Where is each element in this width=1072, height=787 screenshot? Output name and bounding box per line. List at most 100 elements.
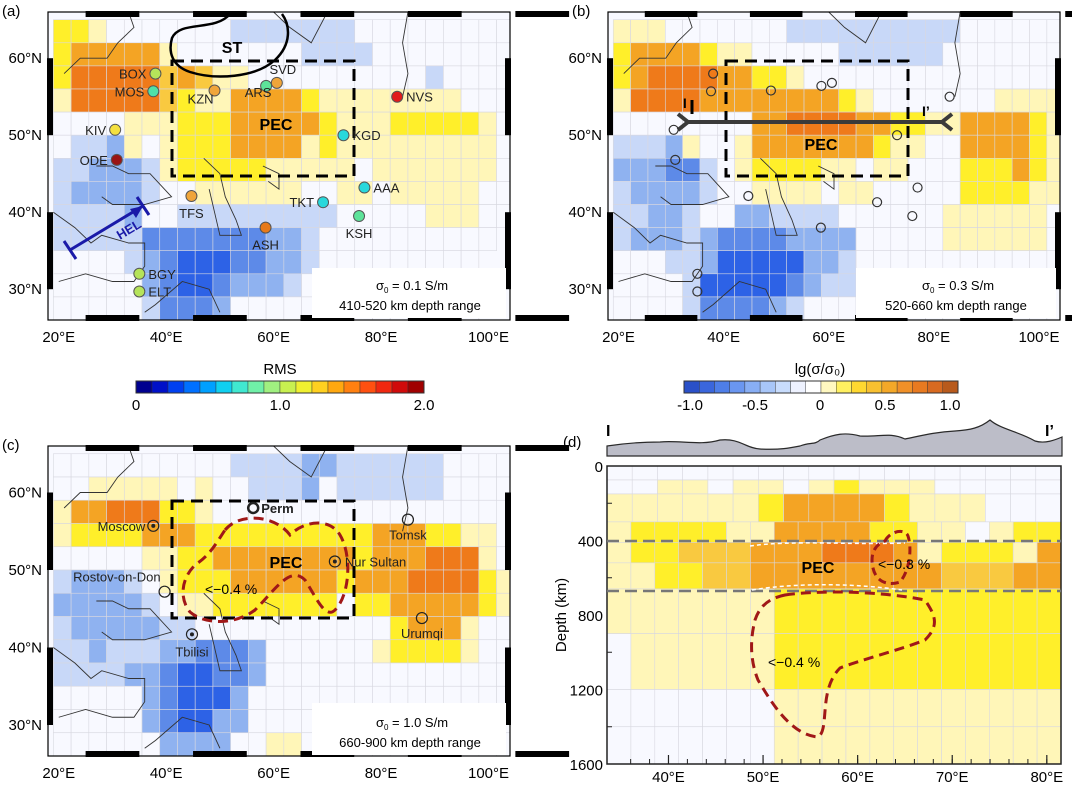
- section-cell: [1035, 466, 1061, 481]
- heatmap-cell: [53, 639, 72, 664]
- heatmap-cell: [53, 546, 72, 571]
- heatmap-cell: [123, 616, 143, 641]
- colorbar-swatch: [311, 380, 329, 394]
- heatmap-cell: [230, 639, 249, 664]
- heatmap-cell: [977, 158, 996, 182]
- depth-tick-label: 0: [595, 459, 603, 476]
- hel-end-tick-1: [62, 240, 78, 260]
- heatmap-cell: [977, 181, 996, 205]
- heatmap-cell: [717, 181, 735, 205]
- section-cell: [773, 542, 799, 564]
- heatmap-cell: [141, 158, 161, 182]
- heatmap-cell: [460, 204, 480, 228]
- coastline: [402, 12, 409, 97]
- heatmap-cell: [301, 546, 320, 571]
- heatmap-cell: [265, 523, 285, 548]
- heatmap-cell: [769, 273, 787, 298]
- frame-segment: [960, 11, 1013, 17]
- cities: Moscow Perm Tomsk Nur Sultan Rostov-on-Don Ur…: [73, 501, 443, 659]
- heatmap-cell: [1029, 111, 1048, 136]
- section-cell: [630, 521, 656, 543]
- heatmap-cell: [460, 134, 480, 159]
- heatmap-cell: [647, 204, 666, 228]
- city-label: Nur Sultan: [345, 554, 406, 569]
- heatmap-cell: [318, 639, 338, 664]
- section-cell: [678, 542, 703, 564]
- heatmap-cell: [425, 453, 444, 478]
- section-cell: [845, 521, 871, 543]
- section-cell: [893, 726, 918, 764]
- section-cell: [726, 633, 751, 690]
- frame-segment: [193, 315, 247, 321]
- heatmap-cell: [389, 227, 409, 252]
- heatmap-cell: [53, 569, 72, 594]
- colorbar-swatch: [231, 380, 249, 394]
- heatmap-cell: [318, 158, 338, 182]
- heatmap-cell: [265, 158, 285, 182]
- heatmap-cell: [88, 181, 107, 205]
- x-tick-label: 40°E: [707, 329, 740, 346]
- heatmap-cell: [389, 19, 409, 44]
- heatmap-cell: [283, 476, 302, 501]
- heatmap-cell: [803, 273, 822, 298]
- heatmap-cell: [786, 88, 805, 113]
- heatmap-cell: [786, 134, 805, 159]
- heatmap-cell: [460, 111, 480, 136]
- section-cell: [989, 562, 1014, 590]
- heatmap-cell: [265, 685, 285, 710]
- section-cell: [965, 726, 990, 764]
- heatmap-cell: [682, 42, 701, 67]
- heatmap-cell: [890, 181, 909, 205]
- heatmap-cell: [959, 19, 978, 44]
- city-marker: [401, 513, 415, 526]
- heatmap-cell: [630, 42, 649, 67]
- heatmap-cell: [425, 111, 444, 136]
- heatmap-cell: [425, 569, 444, 594]
- heatmap-cell: [88, 639, 107, 664]
- section-cell: [607, 562, 632, 590]
- heatmap-cell: [907, 227, 926, 252]
- heatmap-cell: [751, 319, 770, 320]
- map-frame: [47, 445, 511, 757]
- heatmap-cell: [855, 181, 874, 205]
- section-cell: [797, 588, 823, 634]
- pec-box-c: [170, 499, 356, 620]
- heatmap-cell: [994, 19, 1013, 44]
- section-cell: [726, 588, 751, 634]
- heatmap-cell: [230, 204, 249, 228]
- section-cell: [630, 633, 656, 690]
- station-marker: [149, 67, 162, 80]
- heatmap-cell: [994, 65, 1013, 90]
- heatmap-cell: [318, 227, 338, 252]
- section-cell: [682, 493, 709, 523]
- legend-box-a: [312, 268, 506, 318]
- section-cell: [989, 726, 1014, 764]
- y-tick-label: 60°N: [8, 50, 42, 67]
- station-marker-hollow: [944, 91, 955, 102]
- section-cell: [797, 689, 823, 728]
- heatmap-cell: [425, 662, 444, 687]
- section-cell: [682, 479, 709, 495]
- heatmap-cell: [53, 181, 72, 205]
- heatmap-cell: [786, 250, 805, 275]
- heatmap-cell: [425, 19, 444, 44]
- heatmap-cell: [682, 134, 701, 159]
- heatmap-cell: [647, 19, 666, 44]
- section-cell: [1012, 542, 1038, 564]
- heatmap-cell: [141, 476, 161, 501]
- heatmap-cell: [942, 42, 961, 67]
- colorbar-swatch: [295, 380, 313, 394]
- heatmap-cell: [407, 453, 426, 478]
- coastline: [96, 600, 173, 641]
- heatmap-cell: [443, 111, 462, 136]
- city-marker-dot: [189, 632, 194, 637]
- heatmap-cell: [478, 523, 497, 548]
- heatmap-cell: [460, 639, 480, 664]
- heatmap-cell: [682, 158, 701, 182]
- heatmap-cell: [212, 685, 231, 710]
- heatmap-cell: [647, 134, 666, 159]
- coastline: [402, 446, 409, 532]
- heatmap-cell: [630, 204, 649, 228]
- frame-segment: [193, 751, 247, 757]
- heatmap-cell: [372, 453, 391, 478]
